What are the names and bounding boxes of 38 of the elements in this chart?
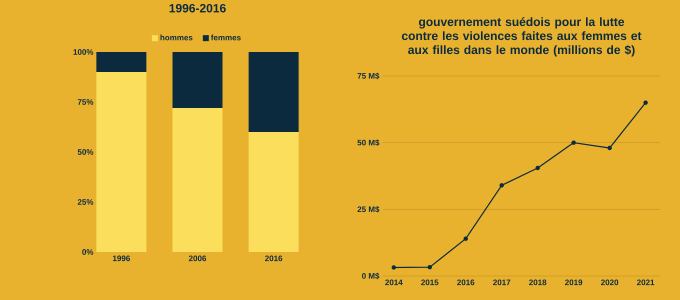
point <box>607 146 612 150</box>
y-tick-label: 100% <box>74 49 94 55</box>
x-tick-label: 2016 <box>265 256 282 262</box>
x-tick-label: 2017 <box>493 280 510 286</box>
point <box>643 100 648 105</box>
point <box>428 265 432 270</box>
x-tick-label: 2019 <box>565 280 582 286</box>
x-tick-label: 2020 <box>601 280 618 286</box>
x-tick-label: 1996 <box>112 256 130 262</box>
y-tick-label: 0% <box>82 249 94 255</box>
chart-title: gouvernement suédois pour la lutte contre les violences faites aux femmes et aux filles dans le monde (millions de $) <box>402 17 642 56</box>
x-tick-label: 2018 <box>529 280 546 286</box>
y-tick-label: 25% <box>78 199 94 205</box>
bar <box>172 108 223 252</box>
point <box>571 140 576 145</box>
x-tick-label: 2016 <box>457 280 474 286</box>
legend-label: hommes <box>160 34 193 40</box>
bar <box>248 132 299 252</box>
x-tick-label: 2006 <box>188 256 206 262</box>
y-tick-label: 50 M$ <box>357 139 380 146</box>
x-tick-label: 2021 <box>636 280 654 286</box>
y-tick-label: 25 M$ <box>358 206 380 213</box>
y-tick-label: 75 M$ <box>358 72 380 80</box>
bar <box>172 52 223 108</box>
x-tick-label: 2014 <box>385 280 403 286</box>
bar <box>96 52 146 72</box>
point <box>535 166 540 170</box>
point <box>500 183 504 188</box>
x-tick-label: 2015 <box>421 280 438 286</box>
legend-label: femmes <box>210 34 241 40</box>
chart-title: 1996-2016 <box>170 4 226 12</box>
bar <box>96 72 146 252</box>
y-tick-label: 75% <box>78 99 94 105</box>
bar <box>248 52 299 132</box>
y-tick-label: 50% <box>78 149 94 155</box>
y-tick-label: 0 M$ <box>362 272 380 280</box>
point <box>464 236 468 241</box>
point <box>392 265 396 270</box>
